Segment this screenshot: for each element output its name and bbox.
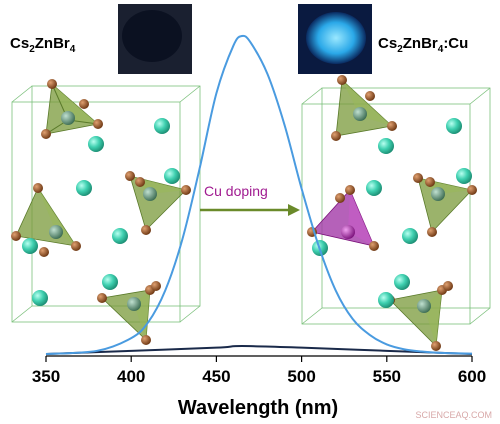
right-compound-label: Cs2ZnBr4:Cu bbox=[378, 35, 468, 55]
left-compound-label: Cs2ZnBr4 bbox=[10, 35, 76, 55]
doped-sample-photo bbox=[298, 4, 372, 74]
x-tick-label: 550 bbox=[373, 367, 401, 386]
doping-arrow bbox=[200, 204, 300, 216]
x-tick-label: 500 bbox=[287, 367, 315, 386]
x-tick-label: 350 bbox=[32, 367, 60, 386]
cu-doped-emission-curve bbox=[45, 34, 473, 355]
x-axis bbox=[45, 355, 473, 362]
zn-tetrahedron bbox=[125, 171, 191, 235]
right-cs-atoms bbox=[312, 118, 472, 308]
undoped-sample-photo bbox=[118, 4, 192, 74]
zn-tetrahedron bbox=[11, 183, 81, 257]
watermark: SCIENCEAQ.COM bbox=[415, 410, 492, 420]
x-tick-labels: 350 400 450 500 550 600 bbox=[32, 367, 486, 386]
zn-tetrahedron bbox=[385, 281, 453, 351]
x-axis-title: Wavelength (nm) bbox=[178, 397, 338, 419]
undoped-emission-curve bbox=[45, 345, 473, 355]
doping-arrow-label: Cu doping bbox=[204, 183, 268, 199]
zn-tetrahedron bbox=[331, 75, 397, 141]
x-tick-label: 450 bbox=[202, 367, 230, 386]
x-tick-label: 600 bbox=[458, 367, 486, 386]
x-tick-label: 400 bbox=[117, 367, 145, 386]
zn-tetrahedron bbox=[97, 281, 161, 345]
zn-tetrahedron bbox=[413, 173, 477, 237]
left-cs-atoms bbox=[22, 118, 180, 306]
right-zn-tetrahedra bbox=[331, 75, 477, 351]
left-zn-tetrahedra bbox=[11, 79, 191, 345]
zn-tetrahedron bbox=[41, 79, 103, 139]
